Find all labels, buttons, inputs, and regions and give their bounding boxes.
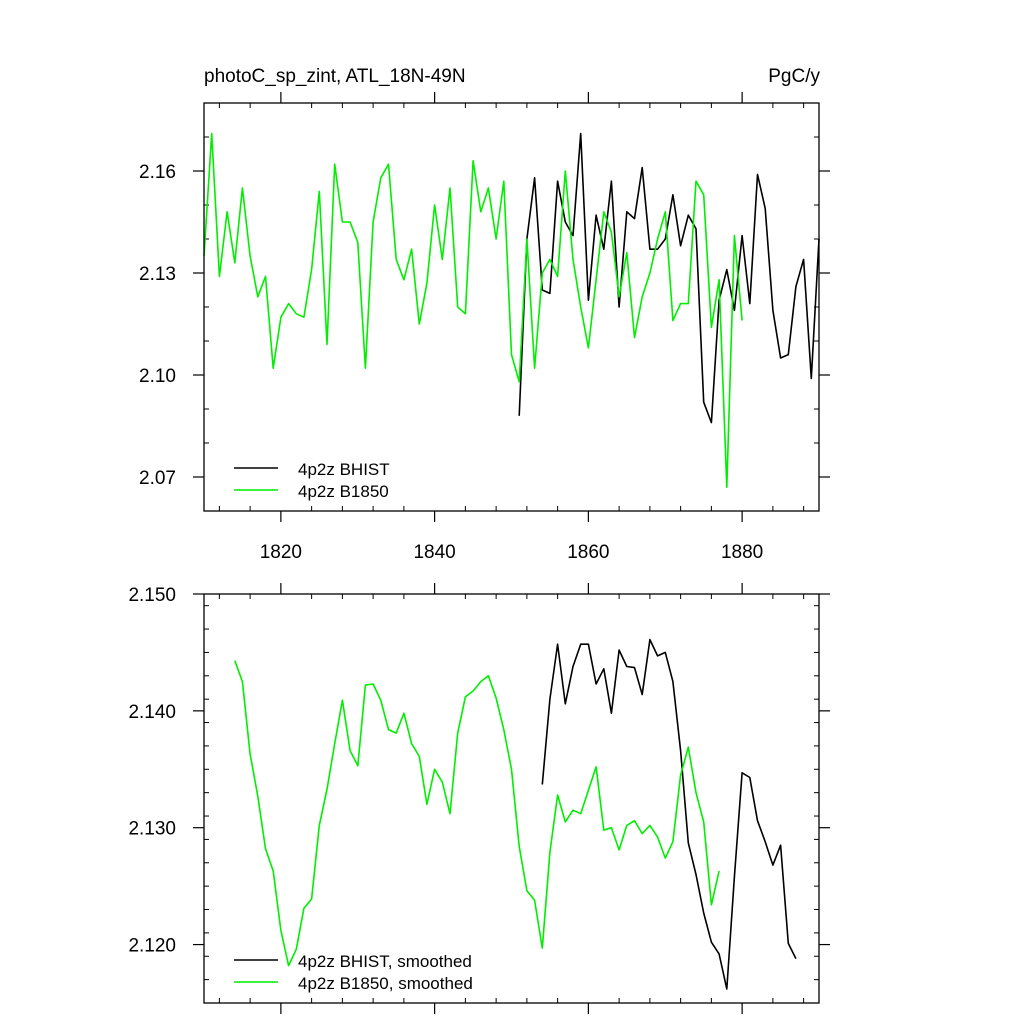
- bottom-axis-ticks: 2.120 2.130 2.140 2.150: [128, 583, 830, 1014]
- chart-title: photoC_sp_zint, ATL_18N-49N: [204, 66, 466, 87]
- top-series-lines: [203, 132, 820, 489]
- y-tick-label: 2.16: [139, 162, 176, 183]
- legend-label-bhist: 4p2z BHIST: [298, 460, 390, 479]
- legend-label-b1850-smoothed: 4p2z B1850, smoothed: [298, 974, 473, 993]
- bottom-plot-frame: [203, 593, 820, 1004]
- series-line-4p2z-b1850-smoothed: [234, 660, 720, 967]
- bottom-chart-panel: 2.120 2.130 2.140 2.150 4p2z BHIST, smoothe…: [128, 583, 830, 1014]
- top-legend: 4p2z BHIST 4p2z B1850: [234, 460, 390, 501]
- x-tick-label: 1820: [260, 542, 302, 563]
- x-tick-label: 1860: [567, 542, 609, 563]
- legend-label-b1850: 4p2z B1850: [298, 482, 389, 501]
- series-line-4p2z-bhist-smoothed: [541, 638, 797, 990]
- y-tick-label: 2.150: [128, 585, 176, 606]
- y-tick-label: 2.130: [128, 819, 176, 840]
- top-chart-panel: photoC_sp_zint, ATL_18N-49N PgC/y 1820 18…: [139, 66, 830, 563]
- y-tick-label: 2.140: [128, 702, 176, 723]
- x-tick-label: 1840: [413, 542, 455, 563]
- x-tick-label: 1880: [721, 542, 763, 563]
- y-tick-label: 2.13: [139, 264, 176, 285]
- bottom-legend: 4p2z BHIST, smoothed 4p2z B1850, smoothe…: [234, 952, 473, 993]
- y-tick-label: 2.120: [128, 936, 176, 957]
- series-line-4p2z-b1850: [203, 132, 743, 489]
- y-tick-label: 2.10: [139, 366, 176, 387]
- top-plot-frame: [203, 102, 820, 512]
- bottom-series-lines: [234, 638, 797, 990]
- y-tick-label: 2.07: [139, 468, 176, 489]
- top-axis-ticks: 1820 1840 1860 1880 2.07 2.10 2.13 2.16: [139, 92, 830, 563]
- chart-units-label: PgC/y: [768, 66, 820, 87]
- legend-label-bhist-smoothed: 4p2z BHIST, smoothed: [298, 952, 472, 971]
- series-line-4p2z-bhist: [518, 132, 820, 424]
